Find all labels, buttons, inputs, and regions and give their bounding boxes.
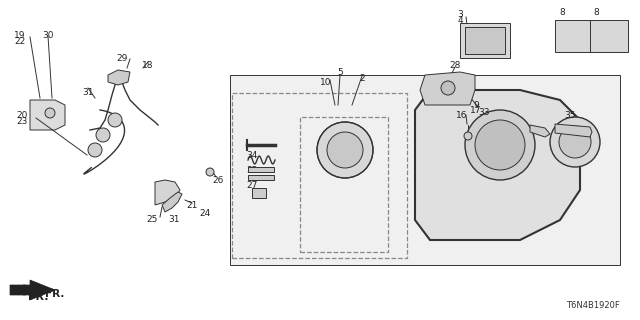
- Text: 8: 8: [559, 7, 565, 17]
- Text: 26: 26: [212, 175, 224, 185]
- Text: FR.: FR.: [45, 289, 65, 299]
- Circle shape: [327, 132, 363, 168]
- Bar: [248, 175, 274, 180]
- Bar: [465, 27, 505, 54]
- Text: 2: 2: [359, 74, 365, 83]
- Polygon shape: [155, 180, 180, 205]
- Text: 29: 29: [116, 53, 128, 62]
- Text: 19: 19: [14, 30, 26, 39]
- Circle shape: [475, 120, 525, 170]
- Text: 27: 27: [246, 180, 258, 189]
- Text: 34: 34: [246, 150, 258, 159]
- Text: 24: 24: [200, 209, 211, 218]
- Text: 31: 31: [83, 87, 93, 97]
- Polygon shape: [10, 280, 55, 300]
- Bar: [590, 20, 628, 52]
- Text: 10: 10: [320, 77, 332, 86]
- Circle shape: [559, 126, 591, 158]
- Circle shape: [441, 81, 455, 95]
- Text: 28: 28: [449, 60, 461, 69]
- Text: 32: 32: [246, 165, 258, 174]
- Bar: [300, 117, 388, 252]
- Text: 20: 20: [16, 110, 28, 119]
- Text: 33: 33: [478, 108, 490, 116]
- Circle shape: [465, 110, 535, 180]
- Bar: [232, 93, 407, 258]
- Polygon shape: [162, 192, 182, 212]
- Polygon shape: [555, 124, 592, 137]
- Polygon shape: [108, 70, 130, 85]
- Circle shape: [550, 117, 600, 167]
- Circle shape: [45, 108, 55, 118]
- Polygon shape: [420, 72, 475, 105]
- Text: T6N4B1920F: T6N4B1920F: [566, 301, 620, 310]
- Text: 31: 31: [168, 215, 180, 225]
- Bar: [555, 20, 593, 52]
- Text: FR.: FR.: [28, 292, 48, 302]
- Circle shape: [88, 143, 102, 157]
- Polygon shape: [415, 90, 580, 240]
- Text: 5: 5: [337, 68, 343, 76]
- Circle shape: [464, 132, 472, 140]
- Text: 3: 3: [457, 10, 463, 19]
- Bar: [248, 167, 274, 172]
- Polygon shape: [530, 125, 550, 137]
- Polygon shape: [230, 75, 620, 265]
- Text: 16: 16: [456, 110, 468, 119]
- Circle shape: [206, 168, 214, 176]
- Text: 25: 25: [147, 215, 157, 225]
- Circle shape: [317, 122, 373, 178]
- Bar: [252, 188, 266, 198]
- Text: 21: 21: [186, 202, 198, 211]
- Text: 23: 23: [16, 116, 28, 125]
- Circle shape: [96, 128, 110, 142]
- Text: 8: 8: [593, 7, 599, 17]
- Bar: [460, 23, 510, 58]
- Polygon shape: [30, 100, 65, 130]
- Text: 4: 4: [457, 15, 463, 25]
- Circle shape: [108, 113, 122, 127]
- Text: 22: 22: [14, 36, 26, 45]
- Text: 17: 17: [470, 106, 482, 115]
- Text: 35: 35: [564, 110, 576, 119]
- Text: 9: 9: [473, 100, 479, 109]
- Text: 18: 18: [142, 60, 154, 69]
- Text: 30: 30: [42, 30, 54, 39]
